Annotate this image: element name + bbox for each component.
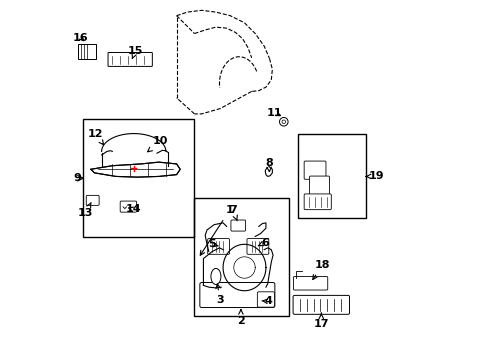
Text: 2: 2 (237, 310, 244, 326)
FancyBboxPatch shape (230, 220, 245, 231)
Text: 10: 10 (147, 136, 168, 152)
Bar (83, 119, 193, 237)
Text: 14: 14 (125, 204, 141, 214)
FancyBboxPatch shape (108, 53, 152, 66)
Text: 6: 6 (258, 238, 268, 248)
Text: 19: 19 (365, 171, 384, 181)
Bar (78, 44, 95, 59)
FancyBboxPatch shape (200, 283, 274, 307)
FancyBboxPatch shape (309, 176, 329, 195)
Text: 15: 15 (127, 46, 143, 59)
Text: 4: 4 (262, 296, 272, 306)
Text: 8: 8 (264, 158, 272, 172)
FancyBboxPatch shape (246, 239, 268, 254)
Text: 3: 3 (216, 284, 224, 305)
Bar (194, 198, 288, 316)
FancyBboxPatch shape (293, 276, 327, 290)
Ellipse shape (210, 269, 221, 284)
FancyBboxPatch shape (257, 292, 274, 307)
Polygon shape (91, 162, 180, 177)
Bar (298, 134, 365, 217)
Text: 5: 5 (207, 239, 218, 249)
FancyBboxPatch shape (86, 195, 99, 205)
FancyBboxPatch shape (120, 201, 136, 212)
Text: 13: 13 (78, 203, 93, 218)
Text: 7: 7 (229, 205, 237, 221)
Text: 1: 1 (200, 205, 233, 255)
Text: 18: 18 (312, 260, 329, 279)
FancyBboxPatch shape (304, 161, 325, 179)
Circle shape (279, 117, 287, 126)
Text: 12: 12 (87, 129, 103, 145)
Text: 9: 9 (73, 173, 81, 183)
Text: 16: 16 (73, 33, 88, 43)
FancyBboxPatch shape (207, 239, 229, 254)
FancyBboxPatch shape (304, 194, 331, 210)
Text: 11: 11 (266, 108, 282, 118)
FancyBboxPatch shape (292, 296, 349, 314)
Text: 17: 17 (313, 313, 328, 329)
